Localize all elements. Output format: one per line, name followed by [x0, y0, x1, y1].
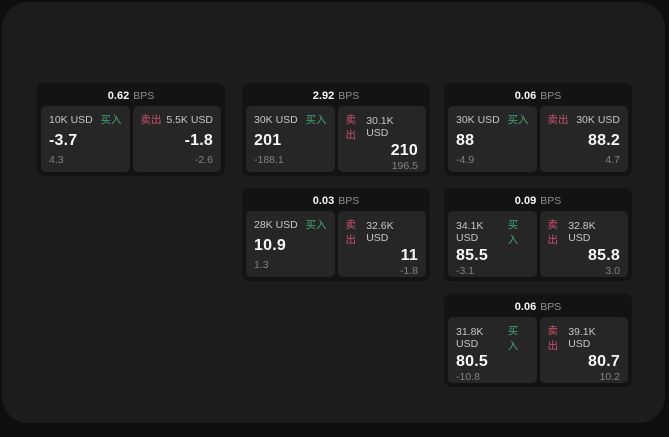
bps-value: 0.62 — [107, 90, 130, 102]
buy-panel[interactable]: 30K USD 买入 88 -4.9 — [448, 106, 537, 172]
buy-amount: 31.8K USD — [456, 326, 484, 350]
buy-panel[interactable]: 34.1K USD 买入 85.5 -3.1 — [448, 211, 537, 277]
bps-value: 0.06 — [514, 90, 537, 102]
bps-header: 2.92 BPS — [246, 87, 426, 106]
sell-price: -1.8 — [184, 131, 213, 149]
quote-card: 0.09 BPS 34.1K USD 买入 85.5 -3.1 卖出 32.8K… — [444, 188, 632, 281]
quote-card: 0.06 BPS 30K USD 买入 88 -4.9 卖出 30K USD 8… — [444, 83, 632, 176]
bps-header: 0.06 BPS — [448, 87, 628, 106]
sell-panel[interactable]: 卖出 32.8K USD 85.8 3.0 — [539, 211, 628, 277]
quote-card: 0.06 BPS 31.8K USD 买入 80.5 -10.8 卖出 39.1… — [444, 294, 632, 387]
buy-amount: 28K USD — [254, 218, 298, 231]
sell-panel[interactable]: 卖出 5.5K USD -1.8 -2.6 — [132, 106, 221, 172]
bps-unit: BPS — [338, 90, 360, 102]
bps-header: 0.09 BPS — [448, 192, 628, 211]
sell-amount: 32.8K USD — [568, 220, 596, 244]
quote-card: 2.92 BPS 30K USD 买入 201 -188.1 卖出 30.1K … — [242, 83, 430, 176]
sell-label: 卖出 — [547, 114, 569, 126]
buy-price: 10.9 — [254, 236, 286, 254]
sell-price: 85.8 — [588, 247, 620, 264]
buy-label: 买入 — [507, 114, 529, 126]
buy-price: -3.7 — [49, 131, 78, 149]
sell-label: 卖出 — [140, 114, 162, 126]
bps-header: 0.62 BPS — [41, 87, 221, 106]
sell-amount: 30K USD — [576, 113, 620, 126]
sell-price: 80.7 — [588, 353, 620, 370]
sell-price: 11 — [400, 247, 418, 264]
buy-panel[interactable]: 28K USD 买入 10.9 1.3 — [246, 211, 335, 277]
sell-price: 88.2 — [588, 131, 620, 149]
bps-unit: BPS — [540, 301, 562, 313]
quote-card: 0.03 BPS 28K USD 买入 10.9 1.3 卖出 32.6K US… — [242, 188, 430, 281]
buy-label: 买入 — [305, 219, 327, 231]
buy-sub-value: -4.9 — [456, 154, 475, 166]
sell-panel[interactable]: 卖出 39.1K USD 80.7 10.2 — [539, 317, 628, 383]
quote-card: 0.62 BPS 10K USD 买入 -3.7 4.3 卖出 5.5K USD… — [37, 83, 225, 176]
bps-header: 0.03 BPS — [246, 192, 426, 211]
sell-amount: 30.1K USD — [366, 115, 394, 139]
buy-price: 80.5 — [456, 353, 488, 370]
bps-value: 2.92 — [312, 90, 335, 102]
sell-sub-value: 10.2 — [599, 371, 620, 383]
sell-sub-value: -2.6 — [194, 154, 213, 166]
sell-sub-value: 3.0 — [605, 265, 620, 277]
sell-panel[interactable]: 卖出 30.1K USD 210 196.5 — [337, 106, 426, 172]
sell-panel[interactable]: 卖出 32.6K USD 11 -1.8 — [337, 211, 426, 277]
buy-label: 买入 — [507, 325, 519, 352]
sell-panel[interactable]: 卖出 30K USD 88.2 4.7 — [539, 106, 628, 172]
sell-label: 卖出 — [547, 219, 559, 246]
sell-label: 卖出 — [547, 325, 559, 352]
bps-value: 0.06 — [514, 301, 537, 313]
sell-sub-value: 4.7 — [605, 154, 620, 166]
buy-label: 买入 — [507, 219, 519, 246]
buy-panel[interactable]: 30K USD 买入 201 -188.1 — [246, 106, 335, 172]
bps-unit: BPS — [133, 90, 155, 102]
buy-panel[interactable]: 31.8K USD 买入 80.5 -10.8 — [448, 317, 537, 383]
buy-amount: 10K USD — [49, 113, 93, 126]
sell-amount: 32.6K USD — [366, 220, 394, 244]
bps-unit: BPS — [540, 195, 562, 207]
buy-amount: 34.1K USD — [456, 220, 484, 244]
buy-panel[interactable]: 10K USD 买入 -3.7 4.3 — [41, 106, 130, 172]
bps-unit: BPS — [540, 90, 562, 102]
bps-value: 0.09 — [514, 195, 537, 207]
bps-unit: BPS — [338, 195, 360, 207]
buy-label: 买入 — [305, 114, 327, 126]
sell-sub-value: -1.8 — [399, 265, 418, 277]
buy-price: 88 — [456, 131, 475, 149]
quotes-window: 0.62 BPS 10K USD 买入 -3.7 4.3 卖出 5.5K USD… — [2, 2, 665, 423]
buy-sub-value: -10.8 — [456, 371, 480, 383]
sell-label: 卖出 — [345, 219, 357, 246]
buy-sub-value: 4.3 — [49, 154, 64, 166]
sell-sub-value: 196.5 — [391, 160, 418, 172]
buy-price: 201 — [254, 131, 282, 149]
buy-amount: 30K USD — [254, 113, 298, 126]
sell-price: 210 — [390, 142, 418, 159]
buy-price: 85.5 — [456, 247, 488, 264]
sell-label: 卖出 — [345, 114, 357, 141]
buy-sub-value: -188.1 — [254, 154, 284, 166]
sell-amount: 39.1K USD — [568, 326, 596, 350]
buy-sub-value: -3.1 — [456, 265, 475, 277]
sell-amount: 5.5K USD — [166, 113, 213, 126]
buy-amount: 30K USD — [456, 113, 500, 126]
bps-header: 0.06 BPS — [448, 298, 628, 317]
buy-sub-value: 1.3 — [254, 259, 269, 271]
bps-value: 0.03 — [312, 195, 335, 207]
buy-label: 买入 — [100, 114, 122, 126]
